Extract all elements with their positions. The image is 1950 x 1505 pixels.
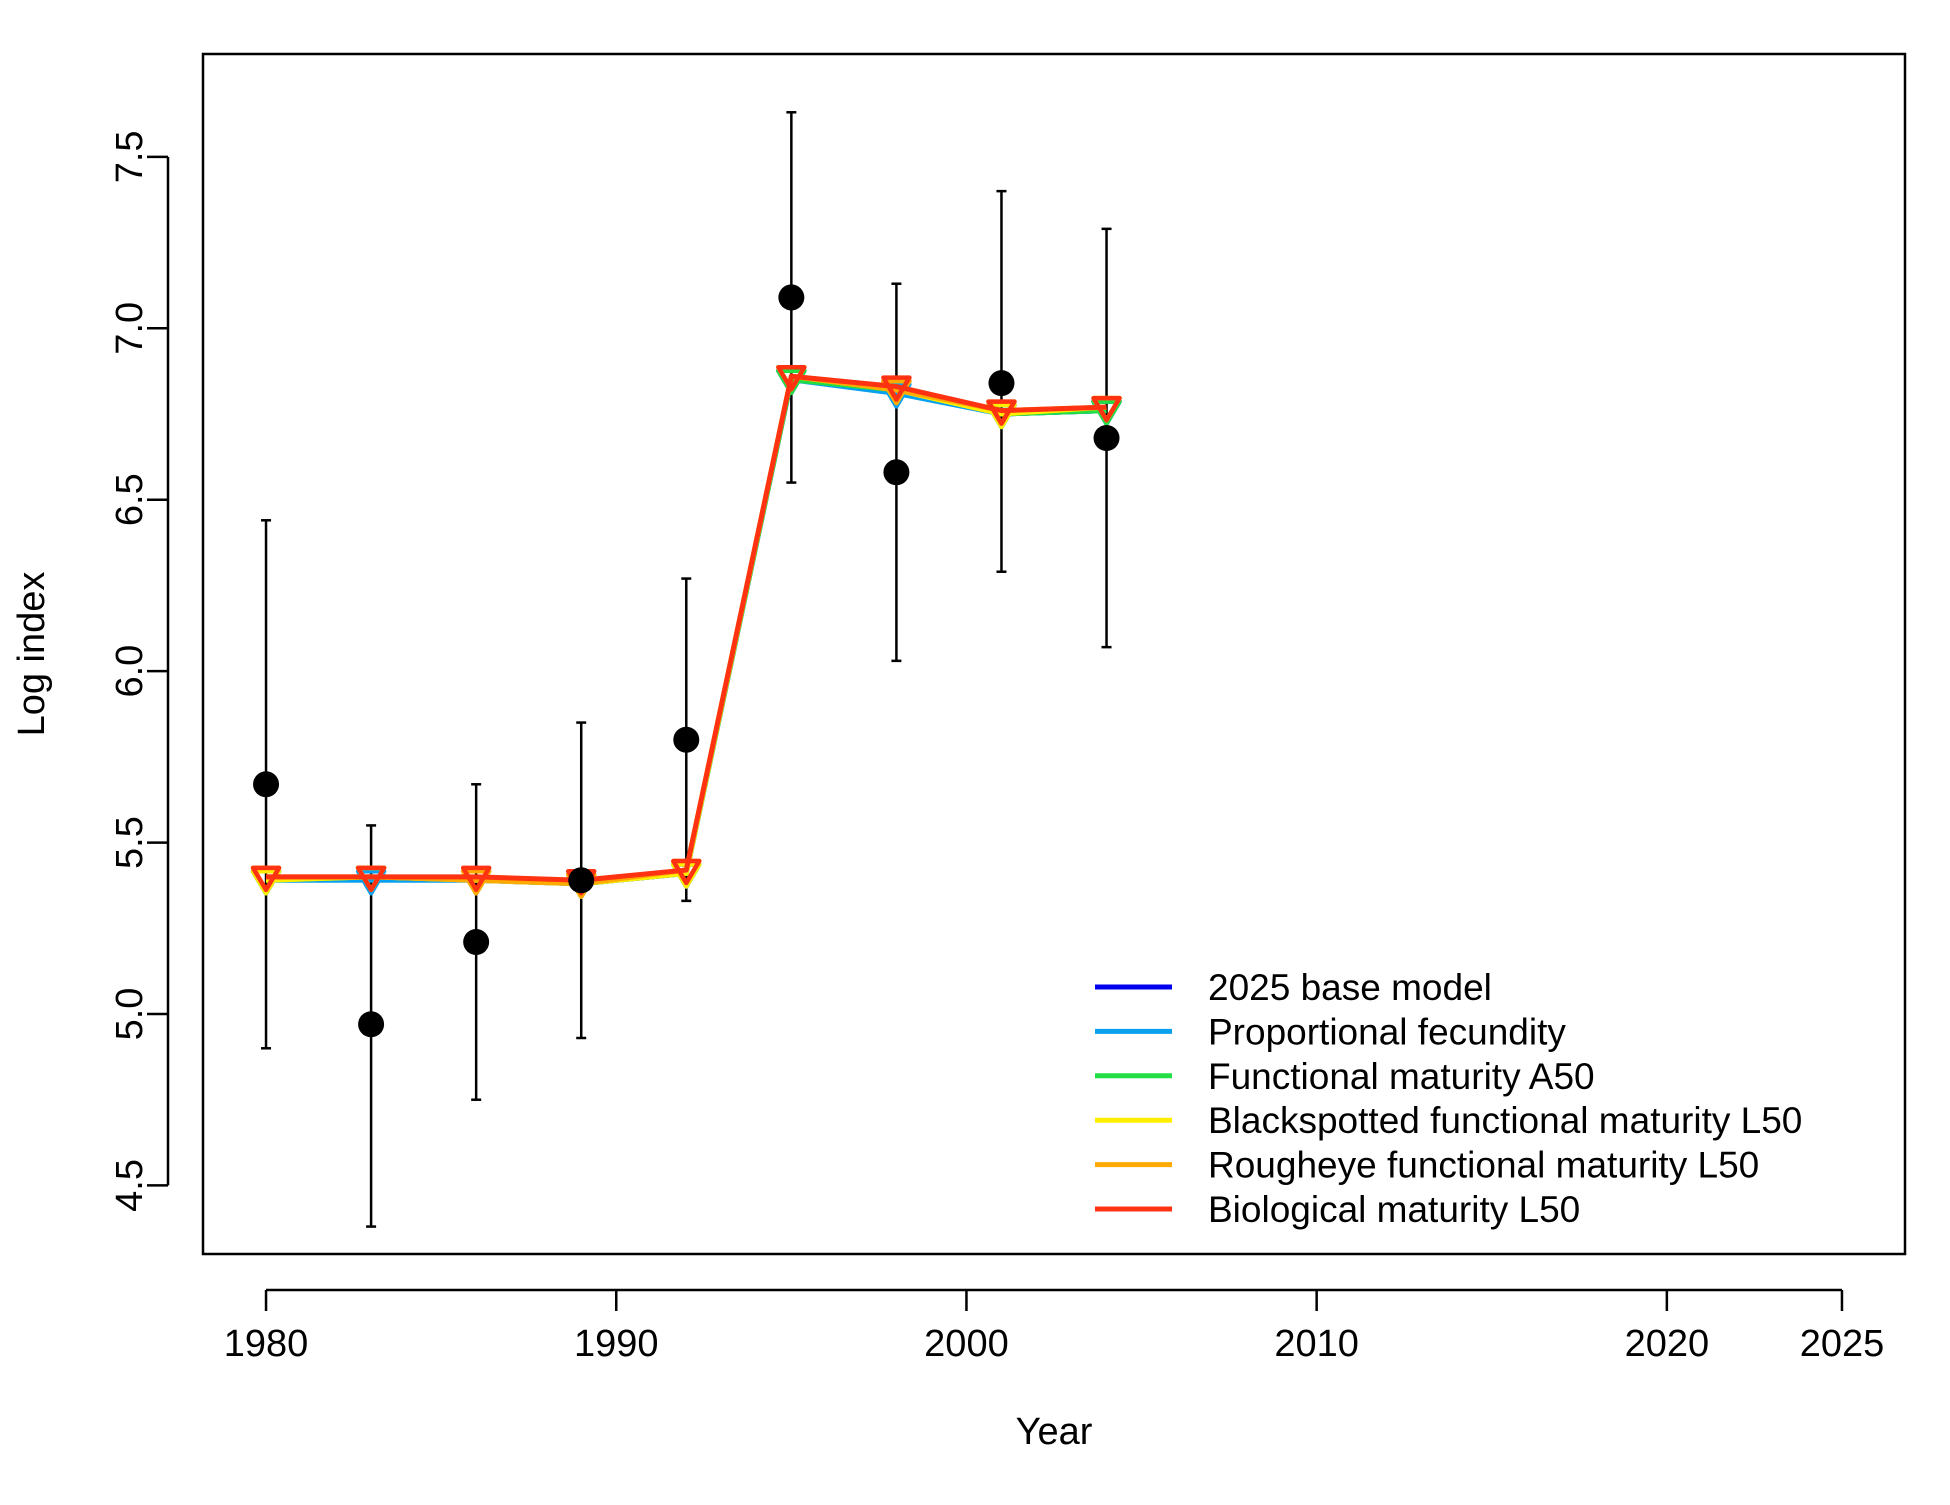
observed-point	[778, 284, 805, 311]
plot-frame	[201, 52, 1907, 1256]
legend-label: 2025 base model	[1208, 967, 1492, 1008]
x-tick-label: 1990	[574, 1323, 659, 1365]
series-layer	[250, 365, 1122, 899]
y-tick-label: 4.5	[109, 1159, 151, 1212]
observed-point	[253, 771, 280, 798]
series-marker	[1091, 395, 1122, 423]
series-marker	[250, 865, 282, 893]
series-marker	[355, 865, 387, 893]
x-axis-title: Year	[1016, 1411, 1093, 1453]
legend-label: Rougheye functional maturity L50	[1208, 1145, 1759, 1186]
legend-label: Biological maturity L50	[1208, 1189, 1580, 1230]
y-tick-label: 5.5	[109, 816, 151, 869]
series-marker	[881, 375, 912, 402]
y-tick-label: 7.0	[109, 302, 151, 355]
series-marker	[986, 399, 1017, 426]
y-tick-label: 5.0	[109, 988, 151, 1041]
x-tick-label: 1980	[224, 1323, 309, 1365]
observed-point	[463, 929, 490, 955]
observed-point	[673, 726, 700, 753]
observed-point	[1093, 425, 1120, 451]
error-bars	[261, 111, 1112, 1228]
observed-points	[253, 284, 1120, 1038]
series-line	[266, 373, 1107, 883]
x-axis: 1980 1990 2000 2010 2020 2025	[224, 1288, 1885, 1365]
observed-point	[568, 867, 595, 894]
observed-point	[988, 370, 1015, 397]
legend-label: Blackspotted functional maturity L50	[1208, 1100, 1802, 1141]
series-marker	[460, 865, 492, 893]
y-axis-title: Log index	[11, 572, 53, 737]
x-tick-label: 2000	[924, 1323, 1009, 1365]
y-tick-label: 6.0	[109, 645, 151, 698]
observed-point	[358, 1011, 385, 1038]
x-tick-label: 2025	[1800, 1323, 1885, 1365]
y-axis: 4.5 5.0 5.5 6.0 6.5 7.0 7.5	[109, 130, 170, 1212]
legend-label: Functional maturity A50	[1208, 1056, 1595, 1097]
y-tick-label: 6.5	[109, 473, 151, 526]
series-marker	[671, 858, 702, 886]
legend-label: Proportional fecundity	[1208, 1011, 1566, 1052]
observed-point	[883, 459, 910, 486]
series-marker	[776, 365, 807, 392]
x-tick-label: 2010	[1274, 1323, 1359, 1365]
y-tick-label: 7.5	[109, 130, 151, 183]
x-tick-label: 2020	[1625, 1323, 1710, 1365]
